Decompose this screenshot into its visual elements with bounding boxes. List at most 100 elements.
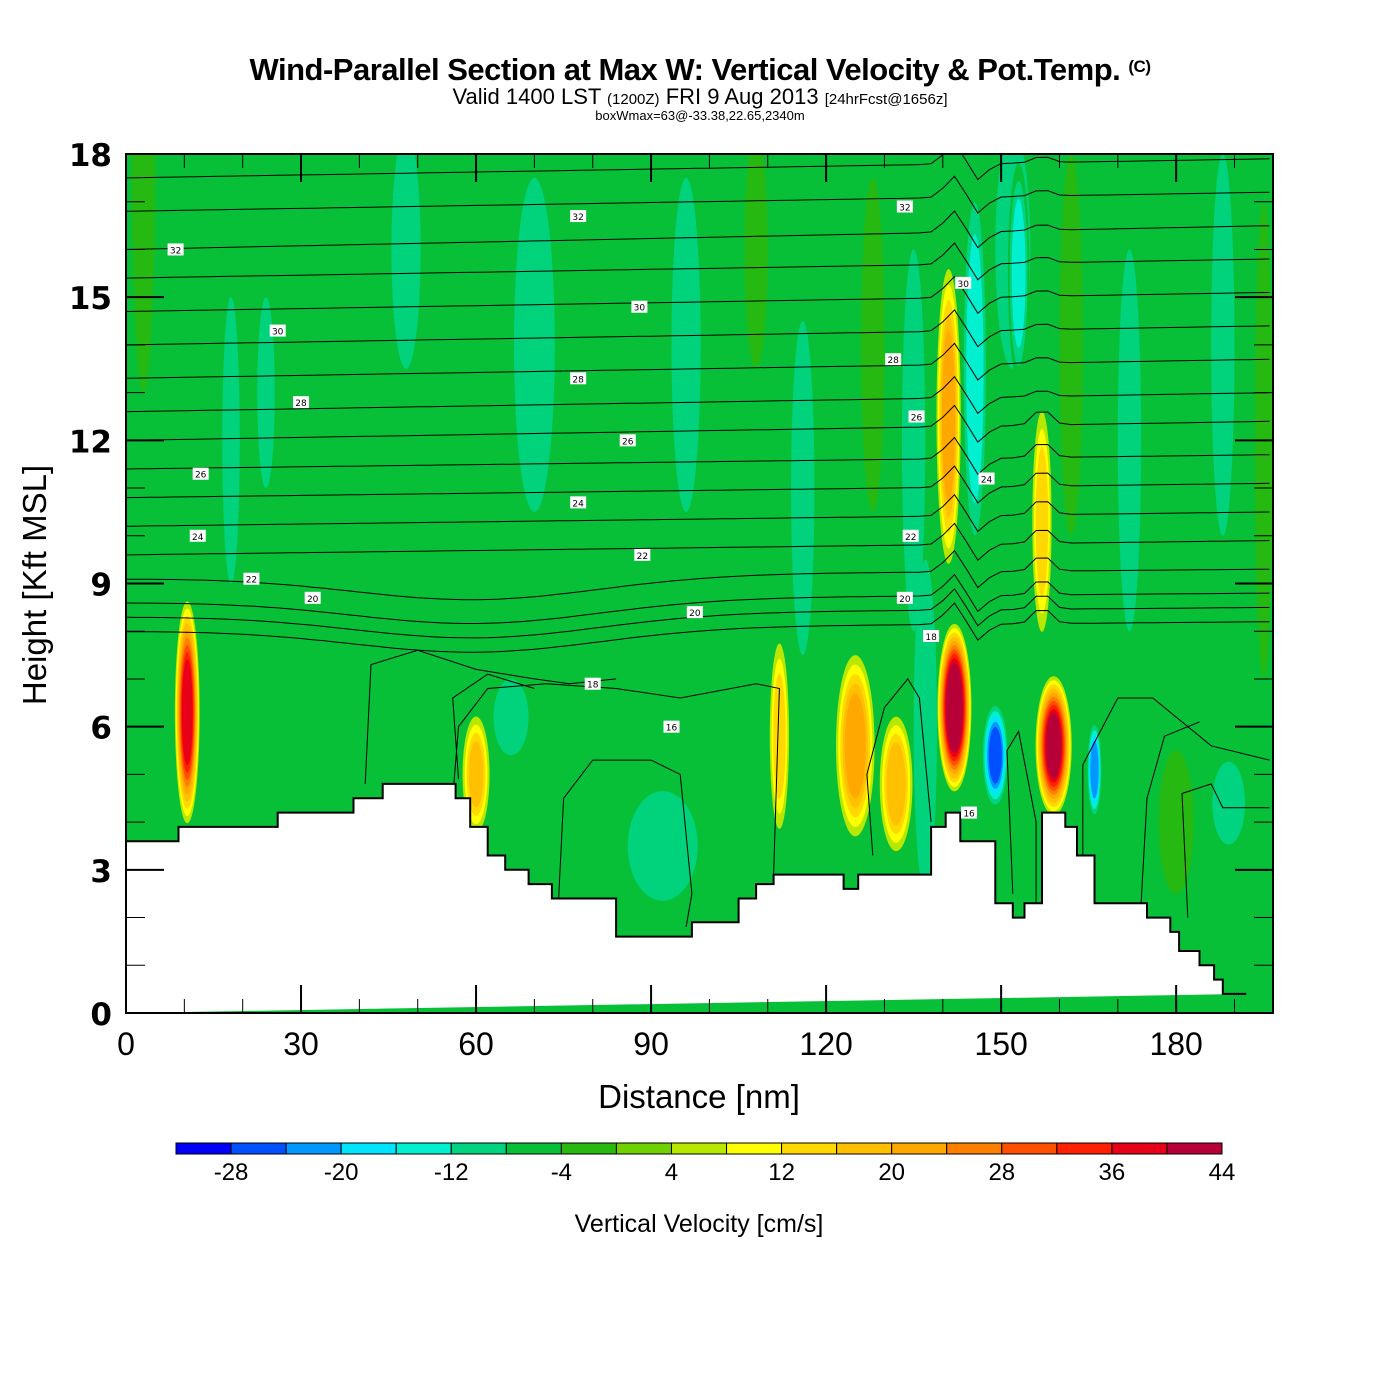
colorbar-swatch <box>615 1142 672 1155</box>
contour-label-text: 22 <box>246 576 257 586</box>
contour-label-bg <box>570 210 587 223</box>
colorbar-swatch <box>781 1142 838 1155</box>
field-band-8 <box>861 177 885 512</box>
y-axis-title: Height [Kft MSL] <box>16 465 53 705</box>
contour-label: 28 <box>293 396 310 409</box>
field-band-17 <box>627 791 698 901</box>
field-band-16 <box>1158 750 1194 894</box>
contour-label: 22 <box>634 548 651 562</box>
contour-label-text: 24 <box>192 533 204 543</box>
x-tick-label: 180 <box>1149 1026 1202 1062</box>
w-contour-16 <box>468 741 484 808</box>
contour-label-bg <box>902 529 919 542</box>
contour-label-text: 20 <box>689 609 701 619</box>
contour-label: 16 <box>663 720 680 734</box>
contour-label: 20 <box>896 591 913 605</box>
colorbar-swatch <box>175 1142 232 1155</box>
field-band-4 <box>513 177 555 512</box>
colorbar-swatch <box>726 1142 783 1155</box>
contour-label-text: 16 <box>666 724 678 734</box>
w-feature-updraft-10nm <box>174 601 200 824</box>
w-feature-downdraft-146nm-upper <box>961 170 989 568</box>
contour-label-text: 26 <box>911 413 923 423</box>
field-band-7 <box>791 321 815 656</box>
colorbar-tick-label: 4 <box>665 1159 678 1186</box>
w-feature-downdraft-153nm-upper <box>1007 162 1030 384</box>
copyright-mark: (C) <box>1128 57 1151 76</box>
theta-contour-loop-2 <box>557 759 693 928</box>
y-tick-label: 0 <box>90 997 112 1033</box>
contour-label-bg <box>304 591 321 604</box>
contour-label-text: 28 <box>295 399 307 409</box>
contour-label-text: 16 <box>963 810 975 820</box>
contour-label: 26 <box>908 410 925 423</box>
colorbar-swatch <box>836 1142 893 1155</box>
field-band-2 <box>222 297 240 584</box>
contour-label: 20 <box>304 591 321 605</box>
contour-label-bg <box>570 496 587 509</box>
w-contour-20 <box>942 331 956 502</box>
colorbar-swatch <box>946 1142 1003 1155</box>
theta-contour-line <box>126 436 1270 476</box>
field-band-14 <box>1211 154 1235 536</box>
contour-label-text: 28 <box>572 375 584 385</box>
contour-label-bg <box>896 200 913 213</box>
terrain-fill <box>126 783 1247 1013</box>
field-band-1 <box>257 297 275 489</box>
chart-title: Wind-Parallel Section at Max W: Vertical… <box>0 52 1400 88</box>
w-contour--20 <box>1090 740 1099 799</box>
w-feature-updraft-142nm-upper <box>936 269 961 564</box>
contour-label: 18 <box>584 677 601 691</box>
theta-contour-line <box>126 549 1270 601</box>
theta-contour-line <box>126 275 1270 314</box>
y-tick-label: 3 <box>90 854 112 890</box>
field-band-12 <box>1059 154 1083 536</box>
colorbar-tick-label: -20 <box>324 1159 359 1186</box>
contour-label-bg <box>619 434 636 447</box>
contour-label-bg <box>293 396 310 409</box>
theta-contour-loop-8 <box>1140 721 1200 904</box>
contour-label-text: 28 <box>887 356 899 366</box>
x-tick-label: 60 <box>458 1026 494 1062</box>
contour-label-bg <box>896 591 913 604</box>
w-feature-updraft-125nm <box>835 655 875 837</box>
contour-label-bg <box>584 677 601 690</box>
colorbar-swatch <box>395 1142 452 1155</box>
contour-label: 24 <box>978 472 995 486</box>
terrain-mask <box>126 782 1247 1013</box>
colorbar-tick-label: 12 <box>768 1159 795 1186</box>
w-feature-downdraft-166nm <box>1086 719 1103 820</box>
colorbar-tick-label: -12 <box>434 1159 469 1186</box>
contour-label: 32 <box>570 210 587 223</box>
contour-label-text: 26 <box>195 471 207 481</box>
contour-label: 24 <box>189 529 206 543</box>
x-tick-label: 30 <box>283 1026 319 1062</box>
theta-contour-line <box>126 375 1270 415</box>
y-tick-label: 18 <box>69 138 112 174</box>
contour-label-bg <box>955 276 972 289</box>
theta-contour-line <box>126 309 1270 348</box>
theta-contour-loop-1 <box>452 673 535 780</box>
w-contour--8 <box>1212 761 1245 845</box>
contour-label: 16 <box>961 806 978 820</box>
colorbar: -28 -20 -12 -4 4 12 20 28 36 44 <box>175 1142 1235 1186</box>
field-band-6 <box>744 154 768 369</box>
theta-contour-line <box>126 465 1270 504</box>
colorbar-swatch <box>505 1142 562 1155</box>
contour-label-bg <box>663 720 680 733</box>
w-feature-updraft-157nm-upper <box>1032 411 1052 632</box>
contour-label-text: 30 <box>634 304 646 314</box>
contour-label-bg <box>978 472 995 485</box>
w-contour--24 <box>988 727 1002 784</box>
colorbar-swatch <box>285 1142 342 1155</box>
theta-contour-line <box>126 602 1270 653</box>
colorbar-swatch <box>670 1142 728 1155</box>
w-feature-downdraft-149nm <box>981 700 1010 810</box>
w-feature-updraft-142nm <box>937 623 972 792</box>
contour-label-bg <box>686 606 703 619</box>
contour-label: 30 <box>269 324 286 338</box>
valid-utc: (1200Z) <box>607 91 660 108</box>
contour-label-bg <box>269 324 286 337</box>
contour-label-bg <box>908 410 925 423</box>
chart-subtitle: Valid 1400 LST (1200Z) FRI 9 Aug 2013 [2… <box>0 84 1400 110</box>
